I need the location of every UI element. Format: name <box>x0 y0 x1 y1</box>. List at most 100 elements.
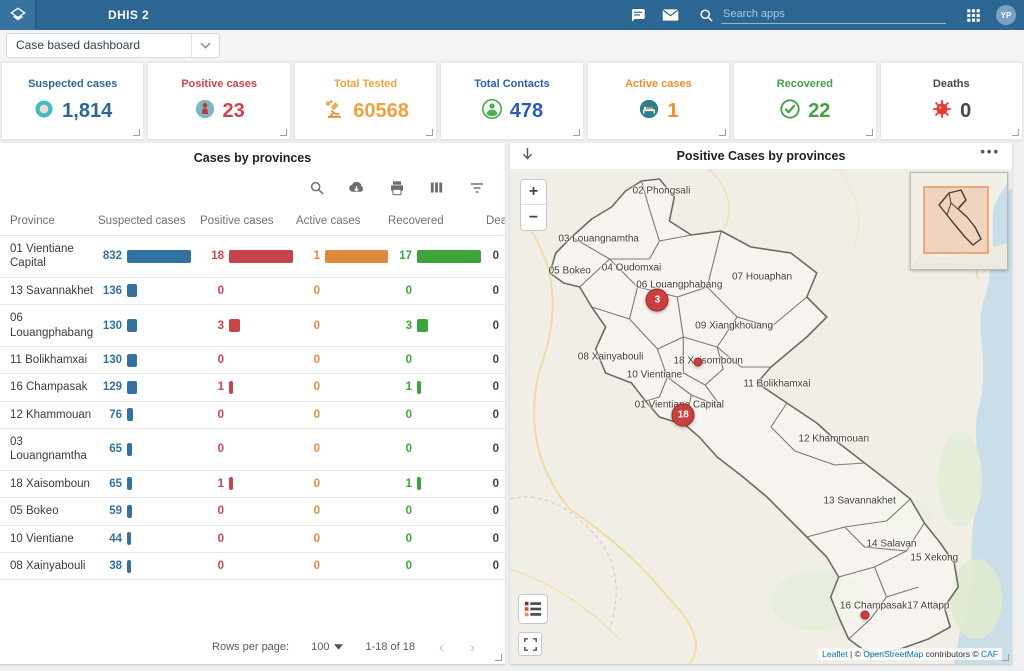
suspected-cell: 76 <box>98 408 200 421</box>
province-cell: 16 Champasak <box>10 374 98 400</box>
card-resize-handle[interactable] <box>1012 129 1019 136</box>
print-icon[interactable] <box>388 179 405 196</box>
suspected-bar <box>127 354 137 367</box>
case-cluster-marker[interactable]: 3 <box>646 289 669 312</box>
card-resize-handle[interactable] <box>280 129 287 136</box>
col-header-deaths[interactable]: Deaths <box>486 215 505 227</box>
download-arrow-icon[interactable] <box>520 147 535 168</box>
card-resize-handle[interactable] <box>719 129 726 136</box>
openstreetmap-link[interactable]: OpenStreetMap <box>863 649 923 659</box>
table-row[interactable]: 16 Champasak1291010 <box>0 374 505 401</box>
case-point-marker[interactable] <box>694 358 703 367</box>
col-header-province[interactable]: Province <box>10 215 98 227</box>
stat-card-label: Total Contacts <box>474 78 550 90</box>
suspected-cell: 59 <box>98 505 200 518</box>
map-canvas[interactable]: 02 Phongsali03 Louangnamtha05 Bokeo04 Ou… <box>510 169 1012 664</box>
col-header-active[interactable]: Active cases <box>296 215 388 227</box>
suspected-bar <box>127 477 132 490</box>
recovered-cell: 0 <box>388 560 486 572</box>
stat-card-recovered[interactable]: Recovered22 <box>733 62 876 140</box>
dashboard-select[interactable]: Case based dashboard <box>6 33 220 58</box>
search-icon[interactable] <box>308 179 325 196</box>
mail-icon[interactable] <box>661 6 679 24</box>
stat-card-label: Positive cases <box>181 78 257 90</box>
case-point-marker[interactable] <box>860 611 869 620</box>
filter-icon[interactable] <box>468 179 485 196</box>
card-resize-handle[interactable] <box>426 129 433 136</box>
suspected-bar <box>127 381 137 394</box>
positive-bar <box>229 381 233 394</box>
case-cluster-marker[interactable]: 18 <box>672 404 695 427</box>
active-cell: 0 <box>296 443 388 455</box>
recovered-cell: 0 <box>388 533 486 545</box>
chat-icon[interactable] <box>629 6 647 24</box>
recovered-cell: 0 <box>388 354 486 366</box>
table-row[interactable]: 11 Bolikhamxai1300000 <box>0 347 505 374</box>
suspected-cell: 38 <box>98 560 200 573</box>
table-row[interactable]: 18 Xaisomboun651010 <box>0 471 505 498</box>
stat-card-positive-cases[interactable]: Positive cases23 <box>147 62 290 140</box>
col-header-recovered[interactable]: Recovered <box>388 215 486 227</box>
download-cloud-icon[interactable] <box>348 179 365 196</box>
rows-per-page-select[interactable]: 100 <box>311 641 343 653</box>
suspected-cell: 136 <box>98 284 200 297</box>
table-row[interactable]: 05 Bokeo590000 <box>0 498 505 525</box>
card-resize-handle[interactable] <box>133 129 140 136</box>
more-options-icon[interactable]: ••• <box>980 144 1000 159</box>
table-row[interactable]: 06 Louangphabang1303030 <box>0 305 505 347</box>
legend-icon[interactable] <box>518 594 548 624</box>
deaths-cell: 0 <box>486 250 505 262</box>
fullscreen-icon[interactable] <box>518 632 542 656</box>
table-row[interactable]: 03 Louangnamtha650000 <box>0 429 505 471</box>
table-row[interactable]: 10 Vientiane440000 <box>0 526 505 553</box>
table-row[interactable]: 13 Savannakhet1360000 <box>0 278 505 305</box>
table-row[interactable]: 08 Xainyabouli380000 <box>0 553 505 580</box>
apps-grid-icon[interactable] <box>964 6 982 24</box>
positive-bar <box>229 250 293 263</box>
panel-resize-handle[interactable] <box>495 654 502 661</box>
previous-page-icon[interactable]: ‹ <box>437 639 446 656</box>
col-header-positive[interactable]: Positive cases <box>200 215 296 227</box>
deaths-cell: 0 <box>486 560 505 572</box>
panel-resize-handle[interactable] <box>1002 654 1009 661</box>
positive-cell: 0 <box>200 354 296 366</box>
deaths-cell: 0 <box>486 381 505 393</box>
search-input[interactable] <box>721 6 946 24</box>
deaths-cell: 0 <box>486 478 505 490</box>
positive-person-icon <box>194 98 216 125</box>
zoom-out-button[interactable]: − <box>521 205 546 230</box>
stat-card-active-cases[interactable]: Active cases1 <box>587 62 730 140</box>
col-header-suspected[interactable]: Suspected cases <box>98 215 200 227</box>
recovered-cell: 3 <box>388 319 486 332</box>
next-page-icon[interactable]: › <box>468 639 477 656</box>
table-row[interactable]: 01 Vientiane Capital832181170 <box>0 236 505 278</box>
caf-link[interactable]: CAF <box>981 649 998 659</box>
map-panel-title: Positive Cases by provinces <box>510 149 1012 163</box>
stat-card-total-contacts[interactable]: Total Contacts478 <box>440 62 583 140</box>
stat-card-deaths[interactable]: Deaths0 <box>880 62 1023 140</box>
suspected-bar <box>127 532 131 545</box>
zoom-in-button[interactable]: + <box>521 180 546 205</box>
attribution-text: contributors © <box>923 649 981 659</box>
deaths-cell: 0 <box>486 505 505 517</box>
stat-card-suspected-cases[interactable]: Suspected cases1,814 <box>1 62 144 140</box>
card-resize-handle[interactable] <box>573 129 580 136</box>
top-app-bar: DHIS 2 YP <box>0 0 1024 30</box>
caret-down-icon <box>334 644 343 650</box>
active-cell: 0 <box>296 533 388 545</box>
columns-icon[interactable] <box>428 179 445 196</box>
suspected-bar <box>127 505 132 518</box>
search-icon[interactable] <box>697 6 715 24</box>
stat-card-total-tested[interactable]: Total Tested60568 <box>294 62 437 140</box>
minimap-inset[interactable] <box>910 172 1008 270</box>
chevron-down-icon[interactable] <box>191 34 219 57</box>
deaths-cell: 0 <box>486 533 505 545</box>
table-row[interactable]: 12 Khammouan760000 <box>0 402 505 429</box>
avatar[interactable]: YP <box>996 5 1016 25</box>
suspected-bar <box>127 560 131 573</box>
dhis2-logo[interactable] <box>0 0 36 30</box>
positive-cell: 1 <box>200 477 296 490</box>
card-resize-handle[interactable] <box>866 129 873 136</box>
leaflet-link[interactable]: Leaflet <box>822 649 848 659</box>
positive-cell: 0 <box>200 505 296 517</box>
